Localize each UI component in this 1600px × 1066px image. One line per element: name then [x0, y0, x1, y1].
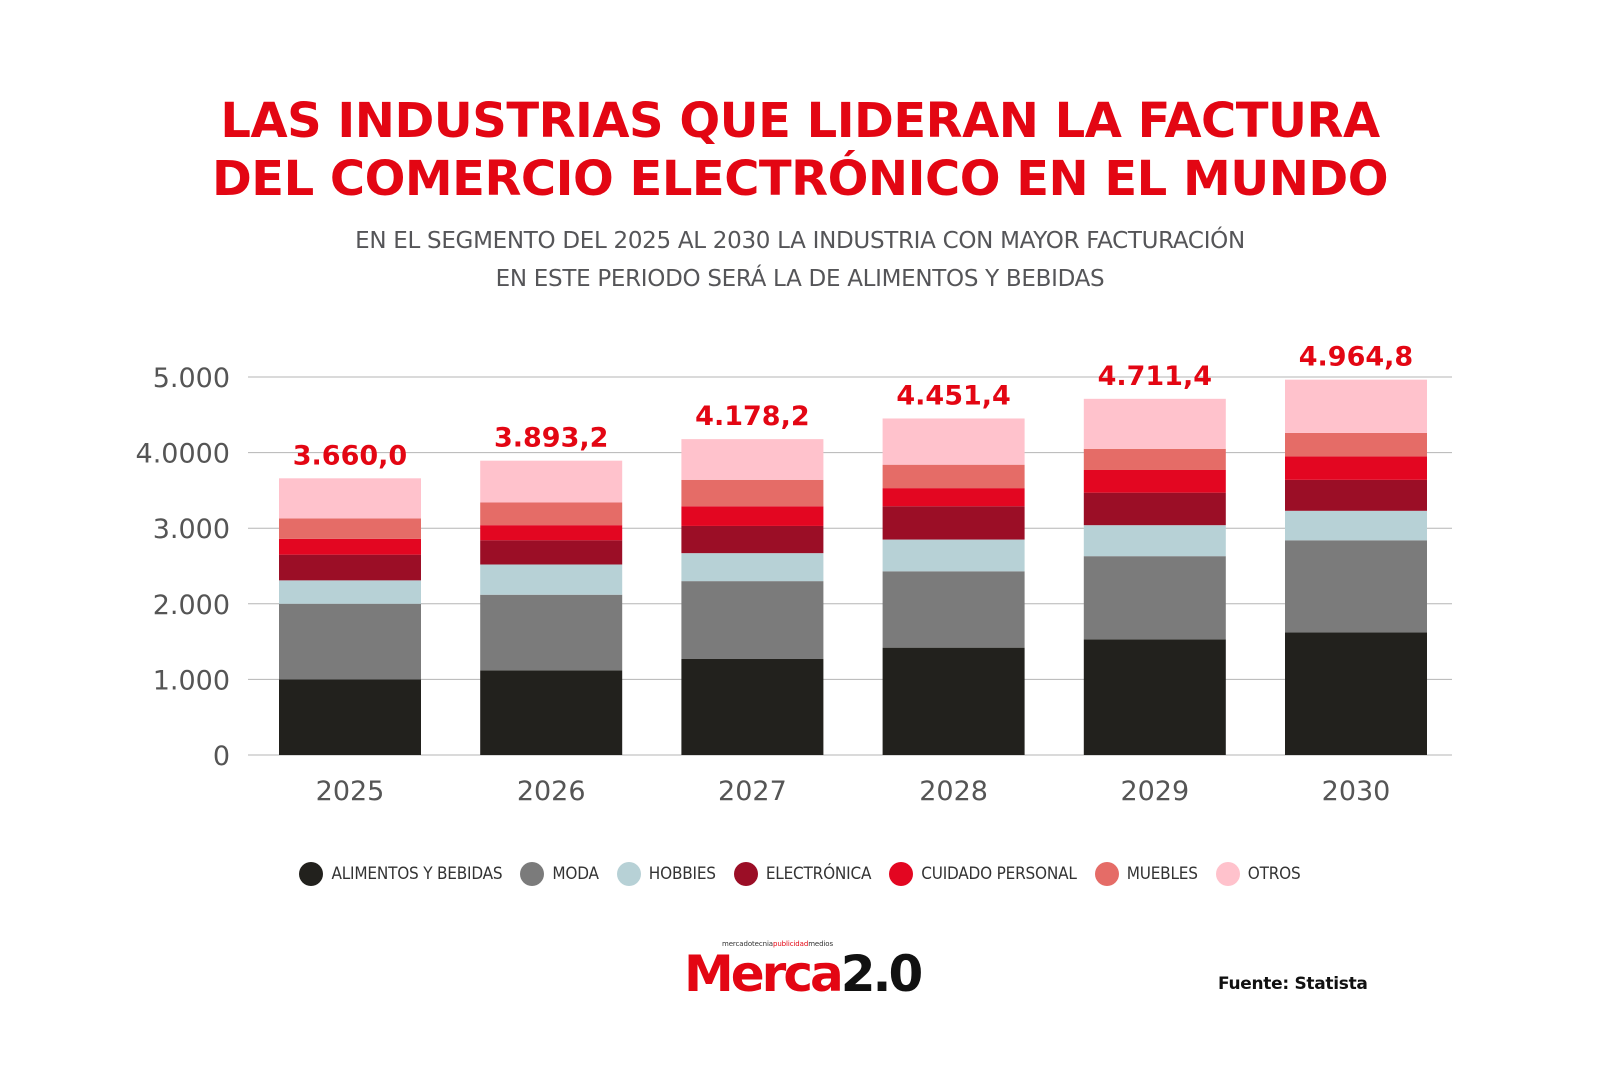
y-tick-label: 4.0000 — [136, 439, 230, 470]
bar-segment — [279, 603, 421, 680]
title-line-2: DEL COMERCIO ELECTRÓNICO EN EL MUNDO — [211, 151, 1389, 207]
legend-item: OTROS — [1215, 862, 1301, 886]
legend-swatch — [616, 862, 641, 886]
legend-label: ELECTRÓNICA — [765, 864, 872, 884]
bar-segment — [882, 539, 1025, 572]
legend-swatch — [889, 862, 914, 886]
bar-segment — [1083, 525, 1226, 557]
chart-legend: ALIMENTOS Y BEBIDAS MODA HOBBIES ELECTRÓNIC… — [0, 862, 1600, 886]
x-tick-label: 2025 — [316, 776, 385, 807]
x-tick-label: 2028 — [919, 776, 988, 807]
bar-segment — [279, 554, 421, 581]
bar-segment — [882, 647, 1025, 755]
y-tick-label: 5.000 — [153, 363, 230, 394]
bar-segment — [1285, 456, 1427, 480]
bar-segment — [681, 439, 824, 480]
chart-title: LAS INDUSTRIAS QUE LIDERAN LA FACTURA DE… — [0, 92, 1600, 208]
bar-segment — [1285, 432, 1427, 457]
bar-segment — [480, 594, 623, 671]
legend-item: MODA — [520, 862, 599, 886]
legend-swatch — [1215, 862, 1240, 886]
y-tick-label: 1.000 — [153, 665, 230, 696]
bar-segment — [279, 518, 421, 539]
bar-segment — [681, 506, 824, 526]
bar-segment — [1083, 448, 1226, 470]
total-data-label: 4.451,4 — [896, 380, 1010, 411]
subtitle-line-1: EN EL SEGMENTO DEL 2025 AL 2030 LA INDUS… — [355, 228, 1245, 254]
bar-segment — [681, 525, 824, 554]
total-data-label: 4.711,4 — [1098, 361, 1212, 392]
legend-swatch — [520, 862, 545, 886]
legend-swatch — [299, 862, 324, 886]
bar-segment — [882, 418, 1025, 465]
bar-segment — [1285, 510, 1427, 541]
bar-segment — [1285, 632, 1427, 755]
source-note: Fuente: Statista — [1218, 974, 1368, 994]
bar-segment — [1083, 639, 1226, 755]
bar-segment — [882, 571, 1025, 648]
bar-segment — [882, 488, 1025, 507]
y-tick-label: 0 — [213, 741, 230, 772]
legend-swatch — [733, 862, 758, 886]
y-tick-label: 3.000 — [153, 514, 230, 545]
legend-label: OTROS — [1247, 864, 1301, 884]
legend-label: MODA — [552, 864, 599, 884]
bar-segment — [480, 460, 623, 503]
bar-segment — [279, 580, 421, 604]
legend-item: MUEBLES — [1094, 862, 1198, 886]
total-data-label: 3.893,2 — [494, 423, 608, 454]
bar-segment — [480, 564, 623, 595]
bar-segment — [279, 538, 421, 555]
bar-segment — [1083, 398, 1226, 449]
bar-segment — [882, 464, 1025, 489]
bar-segment — [681, 553, 824, 582]
merca-logo: mercadotecniapublicidadmedios Merca2.0 — [684, 940, 934, 1010]
bar-segment — [882, 506, 1025, 540]
bar-segment — [1285, 479, 1427, 511]
bar-segment — [480, 525, 623, 541]
bar-segment — [480, 502, 623, 526]
bar-segment — [480, 670, 623, 755]
bar-segment — [279, 478, 421, 519]
bar-segment — [480, 540, 623, 565]
legend-swatch — [1094, 862, 1119, 886]
bar-segment — [681, 658, 824, 755]
legend-item: HOBBIES — [616, 862, 716, 886]
bar-segment — [279, 679, 421, 755]
legend-item: ELECTRÓNICA — [733, 862, 872, 886]
x-tick-label: 2027 — [718, 776, 787, 807]
x-tick-label: 2030 — [1322, 776, 1391, 807]
x-tick-label: 2026 — [517, 776, 586, 807]
legend-label: ALIMENTOS Y BEBIDAS — [331, 864, 503, 884]
legend-label: HOBBIES — [648, 864, 716, 884]
legend-item: CUIDADO PERSONAL — [889, 862, 1077, 886]
y-tick-label: 2.000 — [153, 590, 230, 621]
total-data-label: 3.660,0 — [293, 440, 407, 471]
bar-segment — [1285, 379, 1427, 433]
bar-segment — [681, 581, 824, 659]
logo-wordmark: Merca2.0 — [684, 945, 923, 1003]
bar-segment — [1083, 469, 1226, 493]
bar-segment — [1083, 556, 1226, 640]
chart-subtitle: EN EL SEGMENTO DEL 2025 AL 2030 LA INDUS… — [0, 222, 1600, 298]
logo-tagline: mercadotecniapublicidadmedios — [722, 940, 834, 948]
stacked-bar-chart: 0 1.000 2.000 3.000 4.0000 5.000 3.660,0 2025 3.… — [136, 342, 1452, 807]
subtitle-line-2: EN ESTE PERIODO SERÁ LA DE ALIMENTOS Y B… — [495, 266, 1105, 292]
legend-item: ALIMENTOS Y BEBIDAS — [299, 862, 503, 886]
bar-segment — [681, 479, 824, 507]
x-tick-label: 2029 — [1120, 776, 1189, 807]
total-data-label: 4.178,2 — [695, 401, 809, 432]
total-data-label: 4.964,8 — [1299, 342, 1413, 373]
title-line-1: LAS INDUSTRIAS QUE LIDERAN LA FACTURA — [220, 93, 1380, 149]
legend-label: MUEBLES — [1126, 864, 1198, 884]
bar-segment — [1285, 540, 1427, 633]
legend-label: CUIDADO PERSONAL — [921, 864, 1077, 884]
bar-segment — [1083, 492, 1226, 526]
